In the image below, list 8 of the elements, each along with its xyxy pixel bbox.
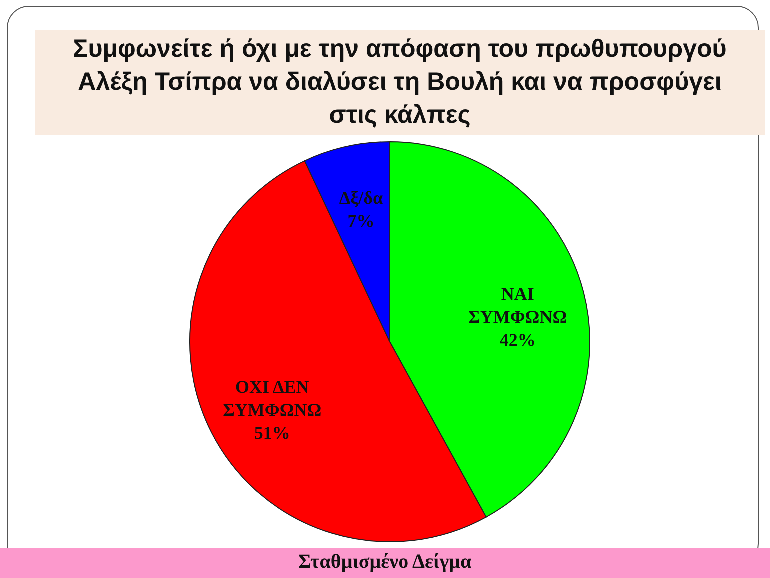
text: Σταθμισμένο Δείγμα bbox=[298, 551, 472, 573]
chart-title: Συμφωνείτε ή όχι με την απόφαση του πρωθυπουργού Αλέξη Τσίπρα να διαλύσει τη Βουλή και να προσφύγει στις κάλπες bbox=[73, 35, 727, 129]
slice-label: ΟΧΙ ΔΕΝ ΣΥΜΦΩΝΩ bbox=[223, 376, 322, 420]
data-label: 51% bbox=[254, 422, 290, 443]
slice-label: Δξ/δα bbox=[339, 188, 384, 208]
data-label: 42% bbox=[500, 330, 536, 350]
data-label: 7% bbox=[348, 211, 375, 232]
slice-label: ΝΑΙ ΣΥΜΦΩΝΩ bbox=[468, 284, 568, 328]
